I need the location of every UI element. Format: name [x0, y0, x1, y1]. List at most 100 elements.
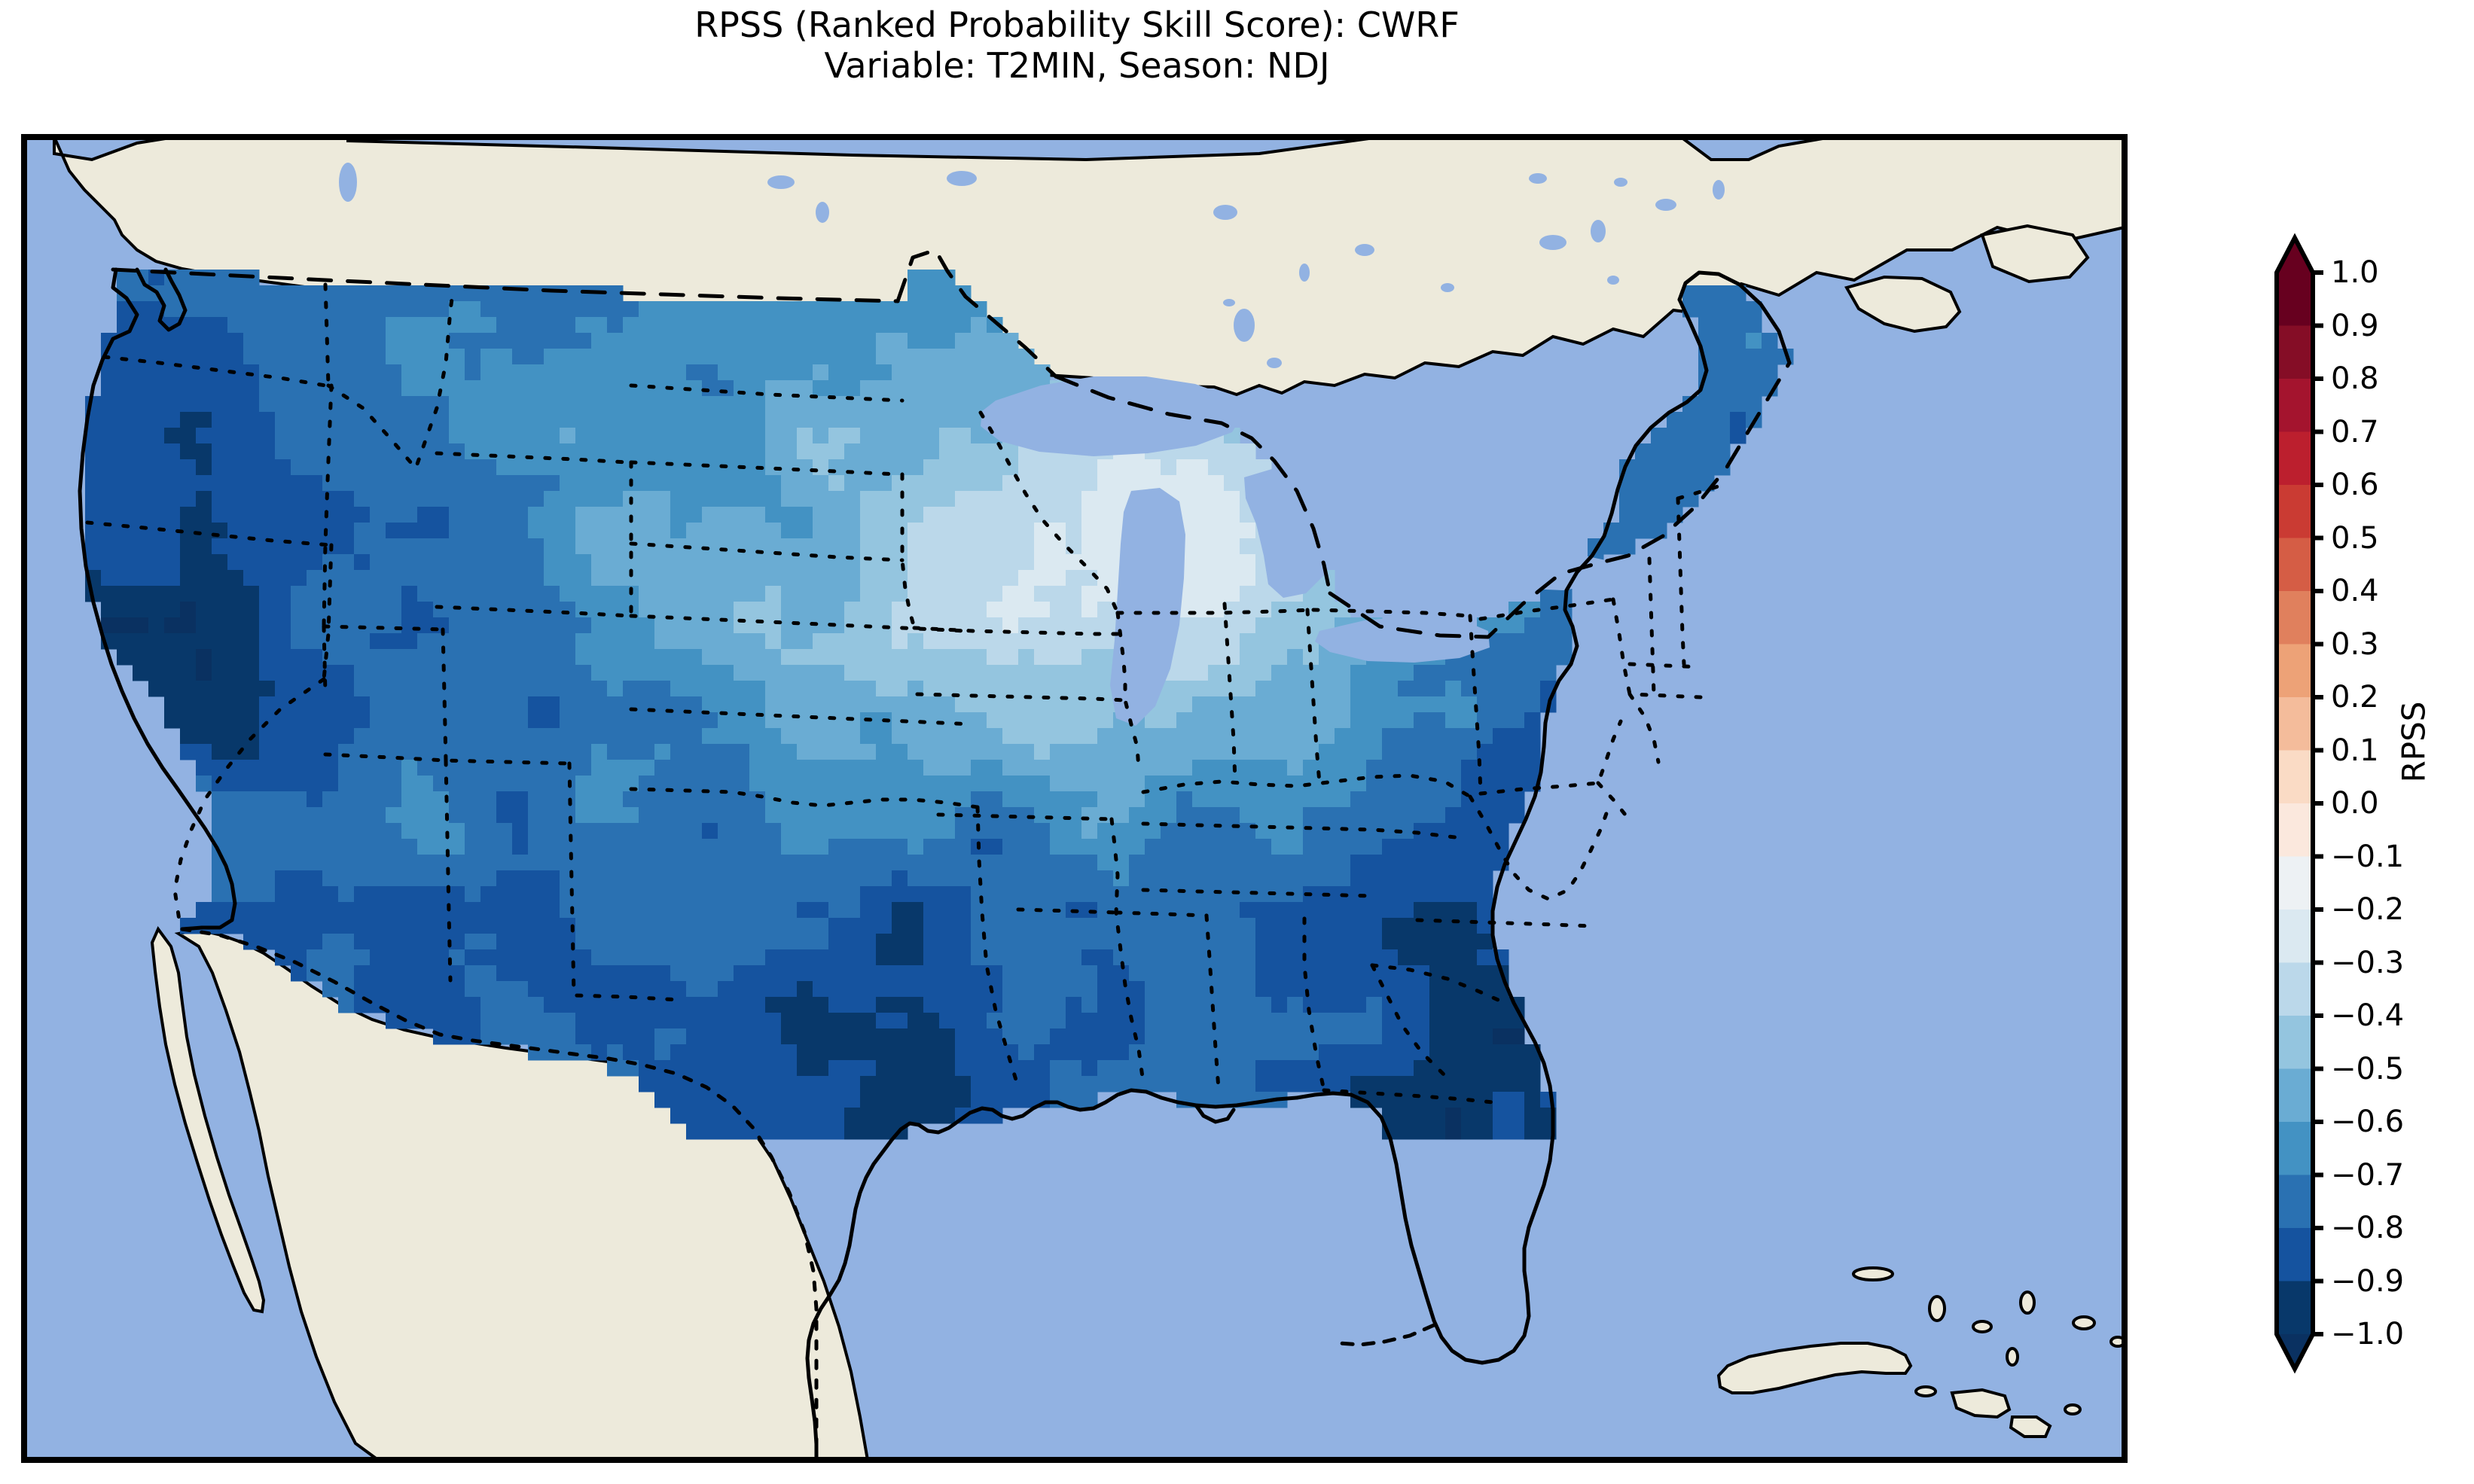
rpss-cell	[955, 380, 972, 397]
rpss-cell	[528, 507, 545, 523]
rpss-cell	[544, 681, 560, 697]
rpss-cell	[227, 712, 244, 729]
rpss-cell	[1018, 807, 1035, 824]
rpss-cell	[639, 475, 655, 492]
rpss-cell	[639, 949, 655, 966]
rpss-cell	[164, 412, 181, 428]
rpss-cell	[212, 349, 228, 365]
rpss-cell	[528, 428, 545, 444]
rpss-cell	[765, 1060, 782, 1077]
rpss-cell	[876, 965, 892, 982]
rpss-cell	[386, 839, 402, 855]
rpss-cell	[417, 791, 434, 808]
rpss-cell	[1255, 649, 1272, 666]
rpss-cell	[702, 538, 718, 555]
rpss-cell	[560, 570, 576, 587]
rpss-cell	[591, 649, 608, 666]
rpss-cell	[512, 317, 529, 334]
rpss-cell	[1081, 823, 1098, 840]
rpss-cell	[1303, 823, 1319, 840]
rpss-cell	[923, 1044, 940, 1061]
rpss-cell	[1224, 902, 1240, 919]
rpss-cell	[1414, 934, 1430, 950]
rpss-cell	[259, 333, 276, 349]
rpss-cell	[212, 744, 228, 760]
rpss-cell	[639, 602, 655, 618]
rpss-cell	[180, 554, 197, 571]
rpss-cell	[1698, 333, 1715, 349]
rpss-cell	[734, 1044, 750, 1061]
rpss-cell	[1192, 839, 1209, 855]
rpss-cell	[1398, 997, 1414, 1013]
rpss-cell	[1271, 902, 1288, 919]
rpss-cell	[560, 333, 576, 349]
rpss-cell	[1287, 791, 1304, 808]
rpss-cell	[781, 902, 798, 919]
rpss-cell	[575, 712, 592, 729]
rpss-cell	[908, 507, 924, 523]
rpss-cell	[1429, 1123, 1446, 1140]
rpss-cell	[1319, 902, 1335, 919]
rpss-cell	[908, 965, 924, 982]
rpss-cell	[939, 776, 956, 792]
rpss-cell	[813, 997, 829, 1013]
rpss-cell	[654, 870, 671, 887]
rpss-cell	[670, 586, 687, 602]
rpss-cell	[971, 918, 987, 934]
rpss-cell	[718, 870, 734, 887]
rpss-cell	[1192, 649, 1209, 666]
rpss-cell	[718, 696, 734, 713]
rpss-cell	[1192, 696, 1209, 713]
rpss-cell	[828, 443, 845, 460]
rpss-cell	[908, 886, 924, 903]
rpss-cell	[797, 317, 813, 334]
rpss-cell	[987, 712, 1003, 729]
rpss-cell	[1414, 823, 1430, 840]
rpss-cell	[1097, 1060, 1114, 1077]
rpss-cell	[528, 396, 545, 413]
rpss-cell	[908, 428, 924, 444]
rpss-cell	[1145, 823, 1161, 840]
rpss-cell	[164, 333, 181, 349]
rpss-cell	[1287, 776, 1304, 792]
rpss-cell	[291, 475, 307, 492]
rpss-cell	[623, 333, 639, 349]
rpss-cell	[544, 791, 560, 808]
rpss-cell	[781, 1028, 798, 1045]
rpss-cell	[1477, 1028, 1493, 1045]
rpss-cell	[876, 902, 892, 919]
rpss-cell	[908, 807, 924, 824]
rpss-cell	[1319, 823, 1335, 840]
rpss-cell	[1382, 839, 1399, 855]
colorbar-tick-label: −0.7	[2331, 1157, 2405, 1193]
rpss-cell	[939, 349, 956, 365]
rpss-cell	[939, 380, 956, 397]
rpss-cell	[1382, 807, 1399, 824]
rpss-cell	[1113, 965, 1130, 982]
rpss-cell	[1255, 870, 1272, 887]
rpss-cell	[1271, 617, 1288, 634]
rpss-cell	[338, 918, 355, 934]
rpss-cell	[1477, 839, 1493, 855]
rpss-cell	[860, 902, 877, 919]
rpss-cell	[876, 1108, 892, 1124]
rpss-cell	[749, 823, 766, 840]
rpss-cell	[560, 1013, 576, 1029]
rpss-cell	[275, 602, 291, 618]
rpss-cell	[1081, 538, 1098, 555]
rpss-cell	[449, 934, 465, 950]
rpss-cell	[1002, 665, 1019, 681]
rpss-cell	[1303, 870, 1319, 887]
rpss-cell	[939, 902, 956, 919]
rpss-cell	[639, 412, 655, 428]
rpss-cell	[370, 349, 386, 365]
rpss-cell	[401, 554, 418, 571]
rpss-cell	[591, 696, 608, 713]
rpss-cell	[1350, 760, 1367, 776]
rpss-cell	[401, 760, 418, 776]
rpss-cell	[734, 412, 750, 428]
rpss-cell	[734, 1028, 750, 1045]
rpss-cell	[1429, 1044, 1446, 1061]
rpss-cell	[1034, 712, 1051, 729]
rpss-cell	[575, 538, 592, 555]
